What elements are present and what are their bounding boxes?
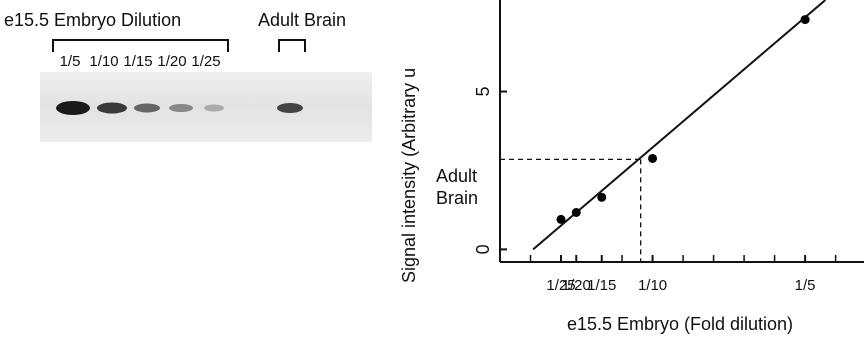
bracket [279, 40, 305, 52]
band [56, 101, 90, 115]
x-axis-label: e15.5 Embryo (Fold dilution) [567, 314, 793, 334]
x-tick-label: 1/10 [638, 277, 667, 294]
point [597, 193, 606, 202]
point [572, 208, 581, 217]
lane-label: 1/25 [191, 53, 220, 70]
y-axis-label: Signal intensity (Arbitrary u [399, 68, 419, 283]
lane-label: 1/10 [89, 53, 118, 70]
gel-panel: e15.5 Embryo Dilution Adult Brain [4, 10, 372, 142]
figure: e15.5 Embryo Dilution Adult Brain 0 5 1/25… [0, 0, 864, 338]
band [134, 104, 160, 113]
lane-label: 1/20 [157, 53, 186, 70]
y-tick-label: 0 [473, 244, 493, 254]
x-tick-label: 1/15 [587, 277, 616, 294]
x-tick-label: 1/5 [795, 277, 816, 294]
band [97, 103, 127, 114]
reference-label: Brain [436, 188, 478, 208]
band [277, 103, 303, 113]
point [557, 215, 566, 224]
gel-group-label: e15.5 Embryo Dilution [4, 10, 181, 30]
lane-label: 1/5 [60, 53, 81, 70]
bracket [53, 40, 228, 52]
lane-label: 1/15 [123, 53, 152, 70]
band [169, 104, 193, 112]
gel-control-label: Adult Brain [258, 10, 346, 30]
point [801, 15, 810, 24]
band [204, 105, 224, 112]
point [648, 154, 657, 163]
reference-label: Adult [436, 166, 477, 186]
y-tick-label: 5 [473, 87, 493, 97]
